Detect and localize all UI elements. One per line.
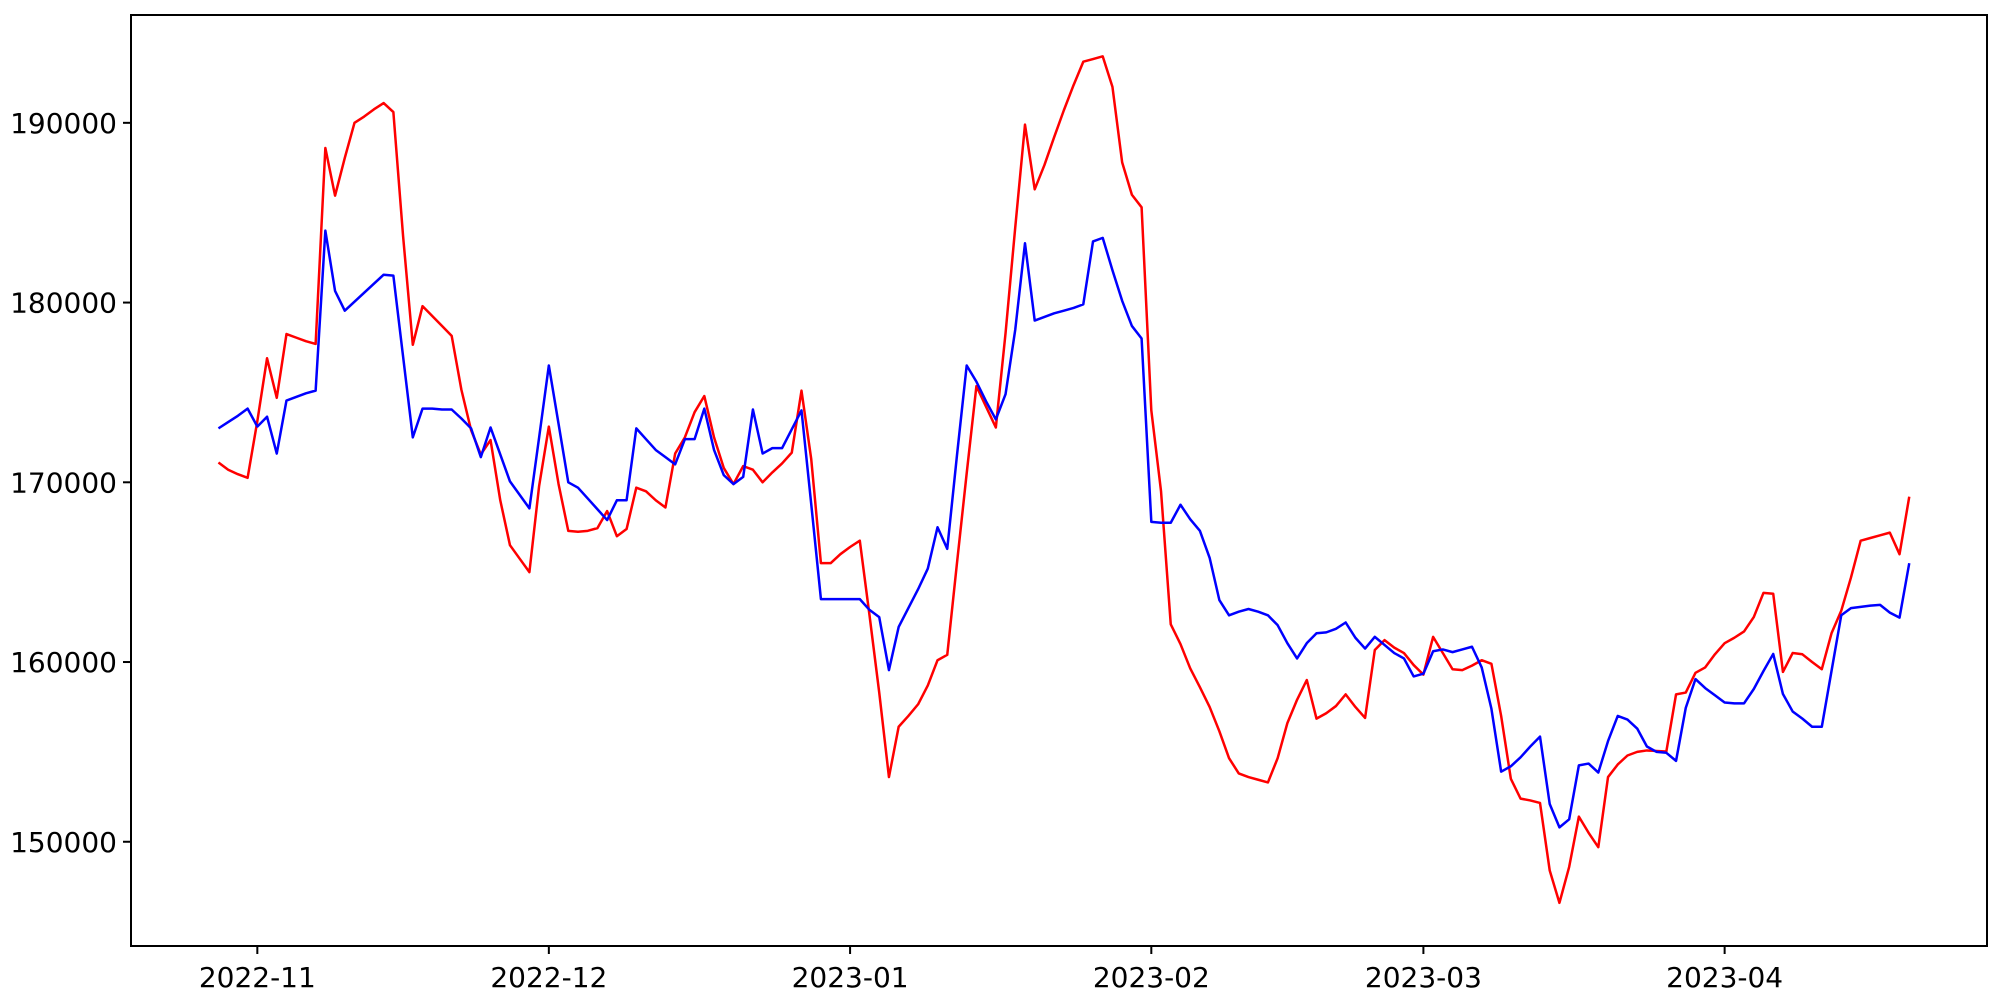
red-series-line <box>217 55 1911 905</box>
x-axis: 2022-11 2022-12 2023-01 2023-02 2023-03 2023-… <box>199 946 1783 994</box>
x-tick-label-2022-12: 2022-12 <box>490 961 607 994</box>
x-tick-label-2022-11: 2022-11 <box>199 961 316 994</box>
y-tick-label-190000: 190000 <box>10 107 117 140</box>
plot-background <box>131 15 1987 946</box>
y-axis: 150000 160000 170000 180000 190000 <box>10 107 131 859</box>
y-tick-label-170000: 170000 <box>10 466 117 499</box>
x-tick-label-2023-03: 2023-03 <box>1365 961 1482 994</box>
axes-frame <box>130 14 1988 947</box>
blue-series-line <box>217 229 1911 829</box>
x-tick-label-2023-04: 2023-04 <box>1666 961 1783 994</box>
y-tick-label-150000: 150000 <box>10 826 117 859</box>
y-tick-label-160000: 160000 <box>10 646 117 679</box>
x-tick-label-2023-02: 2023-02 <box>1093 961 1210 994</box>
x-tick-label-2023-01: 2023-01 <box>792 961 909 994</box>
y-tick-label-180000: 180000 <box>10 287 117 320</box>
